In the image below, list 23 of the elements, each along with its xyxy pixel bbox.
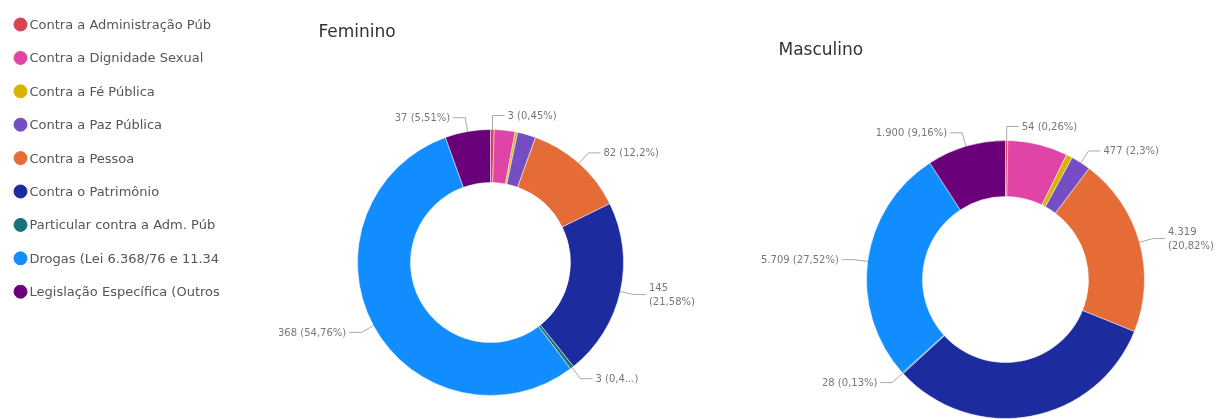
- chart-title: Masculino: [778, 38, 864, 59]
- legend-label: Contra a Paz Pública: [29, 117, 163, 133]
- data-label: 37 (5,51%): [394, 112, 451, 124]
- legend-label: Contra a Dignidade Sexual: [29, 50, 204, 66]
- data-label: 145 (21,58%): [648, 281, 695, 308]
- data-label: 477 (2,3%): [1103, 145, 1160, 157]
- legend-label: Contra a Fé Pública: [29, 83, 155, 99]
- legend-label: Legislação Específica (Outros: [29, 284, 221, 300]
- chart-title: Feminino: [318, 20, 396, 41]
- legend-label: Particular contra a Adm. Púb: [29, 217, 216, 233]
- data-label: 1.900 (9,16%): [875, 127, 948, 139]
- legend-label: Contra a Administração Púb: [29, 17, 211, 32]
- data-label: 5.709 (27,52%): [761, 254, 839, 266]
- legend-label: Contra o Patrimônio: [29, 184, 160, 199]
- data-label: 4.319 (20,82%): [1167, 225, 1214, 252]
- data-label: 82 (12,2%): [603, 147, 660, 159]
- legend-label: Drogas (Lei 6.368/76 e 11.34: [29, 250, 220, 266]
- data-label: 3 (0,4...): [595, 373, 639, 385]
- data-label: 3 (0,45%): [507, 110, 557, 122]
- legend-label: Contra a Pessoa: [29, 150, 135, 166]
- data-label: 54 (0,26%): [1021, 121, 1078, 133]
- data-label: 368 (54,76%): [277, 326, 347, 338]
- data-label: 28 (0,13%): [821, 377, 878, 389]
